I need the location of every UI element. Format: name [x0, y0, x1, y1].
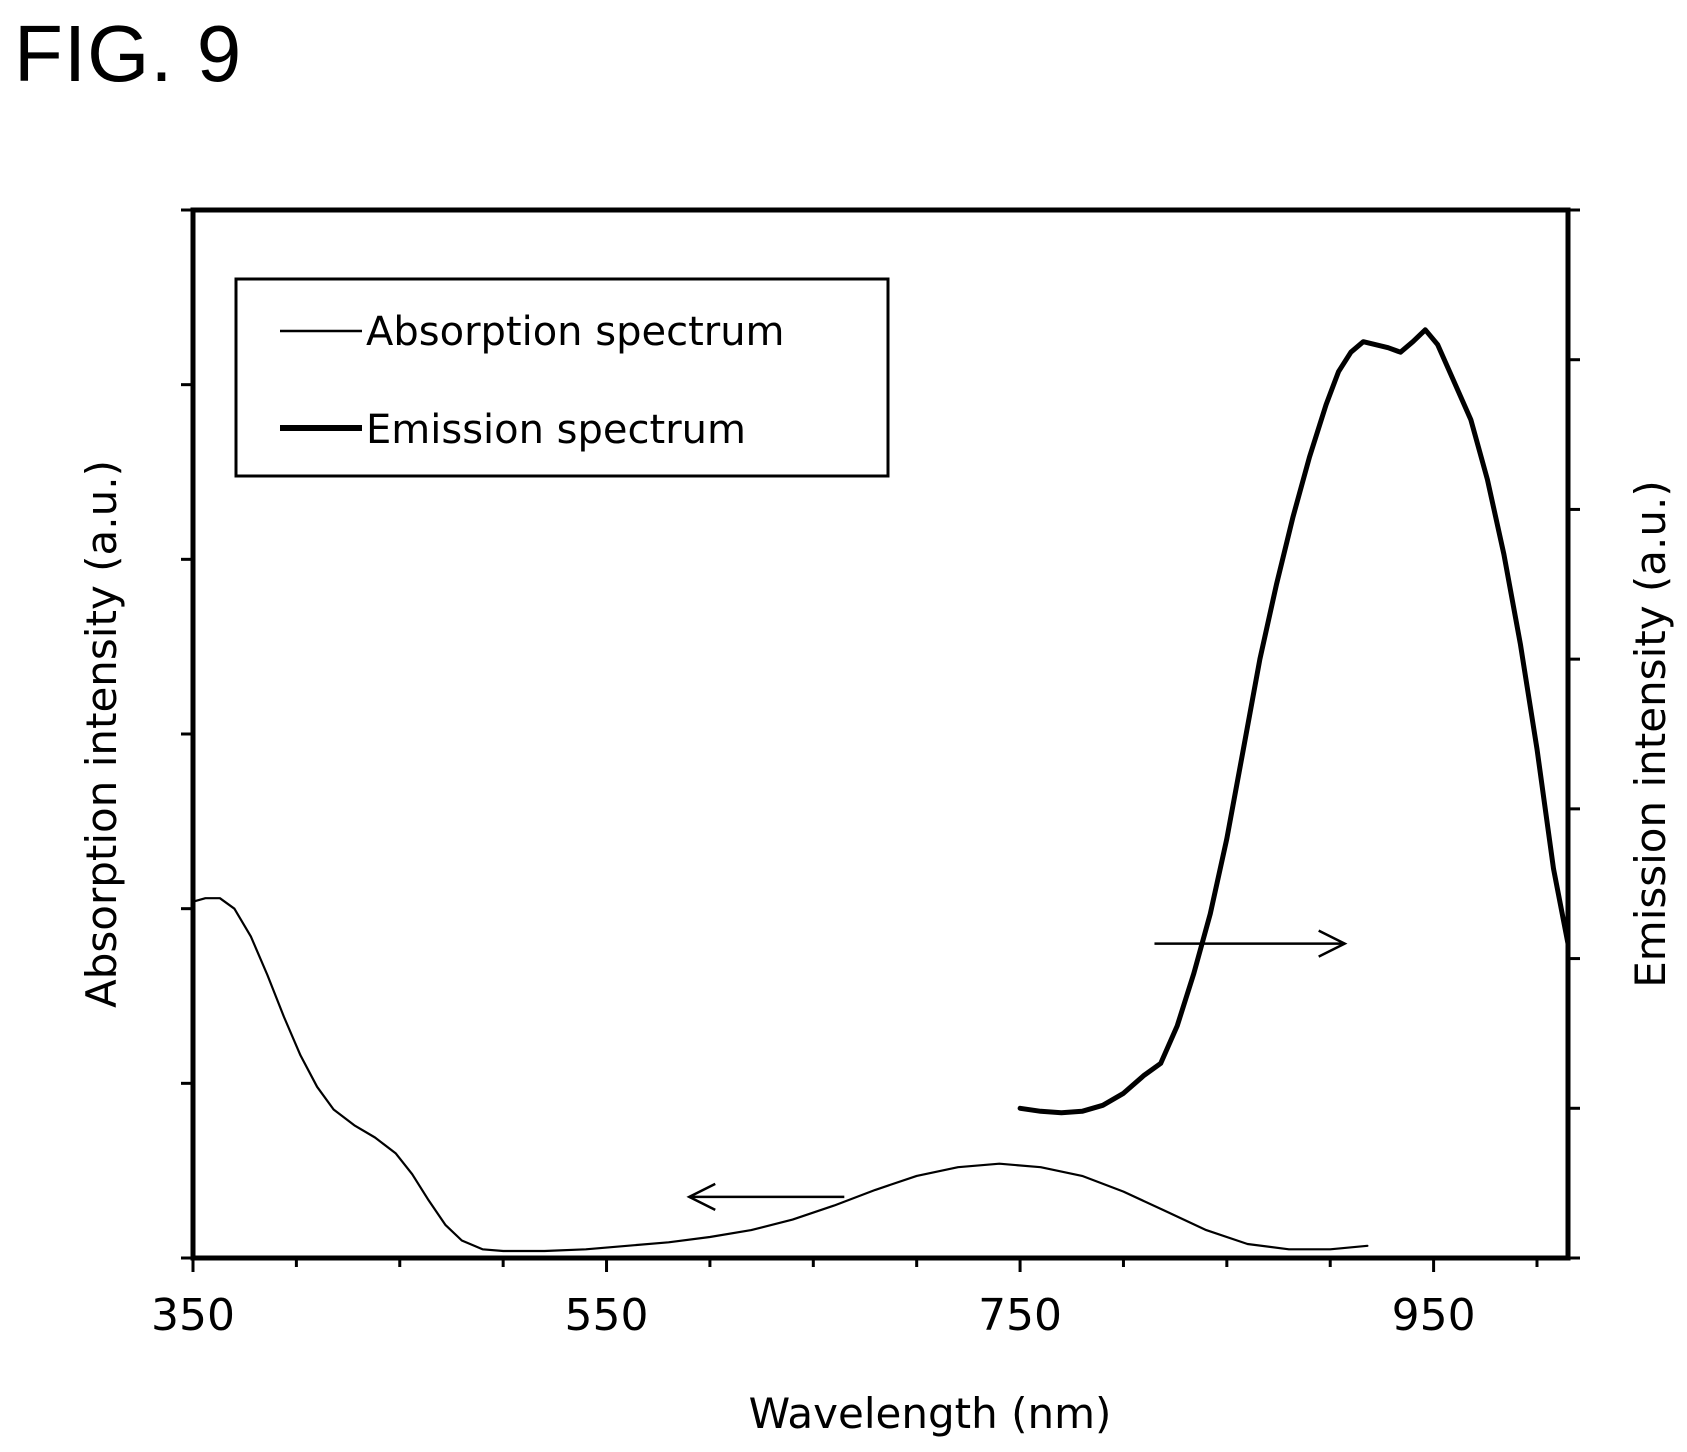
- y-axis-left-title: Absorption intensity (a.u.): [77, 460, 126, 1008]
- arrow-right-head: [1318, 929, 1348, 958]
- x-tick-label: 950: [1392, 1290, 1476, 1341]
- legend-box: [234, 277, 890, 478]
- absorption-spectrum-line: [191, 897, 1369, 1253]
- x-tick-labels: 350 550 750 950: [151, 1290, 1476, 1341]
- arrow-left-head: [686, 1182, 716, 1211]
- x-axis-title: Wavelength (nm): [749, 1389, 1112, 1438]
- arrow-right: [1154, 929, 1348, 958]
- x-tick-label: 350: [151, 1290, 235, 1341]
- y-axis-right-title: Emission intensity (a.u.): [1626, 480, 1675, 988]
- arrow-layer: [686, 929, 1348, 1211]
- emission-spectrum-line: [1017, 327, 1571, 1116]
- series-layer: [191, 327, 1571, 1253]
- figure-label: FIG. 9: [14, 9, 243, 98]
- legend-label-emission: Emission spectrum: [366, 407, 746, 453]
- x-tick-label: 550: [565, 1290, 649, 1341]
- arrow-left: [686, 1182, 845, 1211]
- legend-label-absorption: Absorption spectrum: [366, 309, 785, 355]
- legend: Absorption spectrum Emission spectrum: [234, 277, 890, 478]
- axis-ticks: [181, 208, 1580, 1272]
- x-tick-label: 750: [978, 1290, 1062, 1341]
